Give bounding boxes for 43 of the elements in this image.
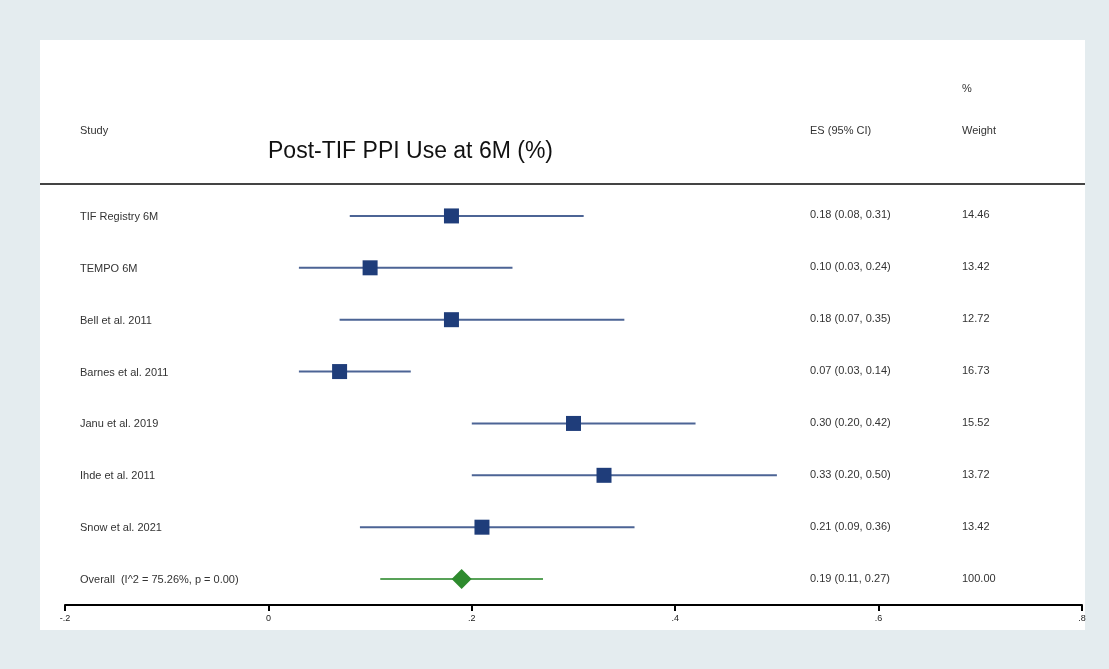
annotation: 0.30 (0.20, 0.42) (810, 415, 891, 428)
x-tick-label: .8 (1078, 612, 1086, 623)
text: Weight (962, 123, 997, 136)
x-tick-label: 0 (265, 612, 271, 623)
point (443, 208, 459, 224)
annotation: 14.46 (962, 208, 990, 221)
annotation: 0.18 (0.07, 0.35) (810, 312, 891, 325)
annotation: 16.73 (962, 364, 990, 377)
text: % (962, 81, 972, 94)
x-tick-label: -.2 (59, 612, 71, 623)
y-tick-label: Overall (I^2 = 75.26%, p = 0.00) (80, 573, 239, 586)
y-tick-label: TIF Registry 6M (80, 209, 159, 222)
point (332, 364, 348, 380)
point (451, 569, 472, 590)
annotation: 100.00 (962, 571, 996, 584)
point (362, 260, 378, 276)
point (596, 467, 612, 483)
y-tick-label: Ihde et al. 2011 (80, 469, 156, 482)
annotation: 12.72 (962, 312, 990, 325)
text: ES (95% CI) (810, 123, 872, 136)
annotation: 13.42 (962, 519, 990, 532)
y-tick-label: TEMPO 6M (80, 261, 138, 274)
y-tick-label: Bell et al. 2011 (80, 313, 152, 326)
y-axis-title: Study (80, 123, 109, 136)
annotation: 0.10 (0.03, 0.24) (810, 260, 891, 273)
y-tick-label: Snow et al. 2021 (80, 521, 162, 534)
point (474, 519, 490, 535)
annotation: 15.52 (962, 415, 990, 428)
annotation: 0.19 (0.11, 0.27) (810, 571, 890, 584)
x-tick-label: .6 (874, 612, 883, 623)
annotation: 0.07 (0.03, 0.14) (810, 364, 891, 377)
chart-title: Post-TIF PPI Use at 6M (%) (268, 136, 553, 163)
annotation: 0.18 (0.08, 0.31) (810, 208, 891, 221)
annotation: 13.72 (962, 467, 990, 480)
y-tick-label: Barnes et al. 2011 (80, 365, 169, 378)
annotation: 0.21 (0.09, 0.36) (810, 519, 891, 532)
x-tick-label: .4 (671, 612, 679, 623)
x-tick-label: .2 (468, 612, 476, 623)
point (443, 312, 459, 328)
point (566, 415, 581, 431)
y-tick-label: Janu et al. 2019 (80, 417, 159, 430)
annotation: 13.42 (962, 260, 990, 273)
annotation: 0.33 (0.20, 0.50) (810, 467, 891, 480)
